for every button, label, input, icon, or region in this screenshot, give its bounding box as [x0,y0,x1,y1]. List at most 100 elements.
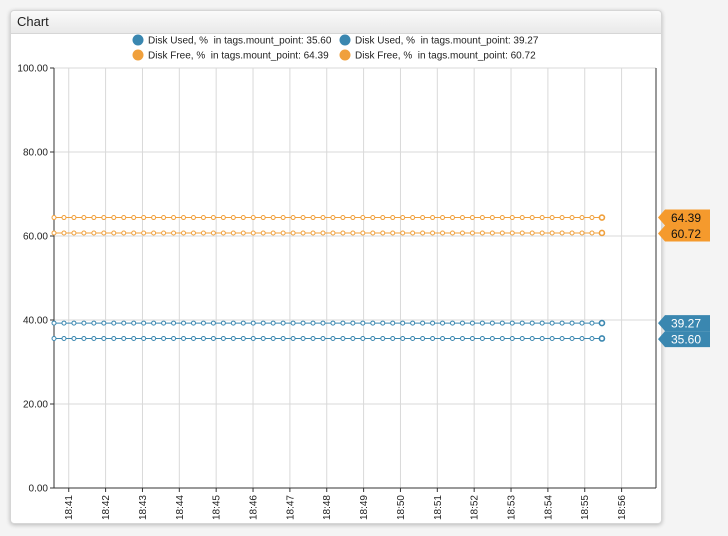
data-point[interactable] [509,230,515,236]
data-point[interactable] [499,215,505,221]
data-point[interactable] [181,215,187,221]
data-point[interactable] [240,230,246,236]
data-point[interactable] [121,230,127,236]
data-point[interactable] [200,215,206,221]
data-point[interactable] [280,215,286,221]
data-point[interactable] [420,335,426,341]
data-point[interactable] [499,335,505,341]
data-point[interactable] [61,320,67,326]
data-point[interactable] [131,335,137,341]
data-point[interactable] [230,230,236,236]
data-point[interactable] [141,215,147,221]
data-point[interactable] [519,335,525,341]
data-point[interactable] [340,215,346,221]
data-point[interactable] [260,335,266,341]
data-point[interactable] [200,335,206,341]
data-point[interactable] [300,230,306,236]
data-point[interactable] [181,230,187,236]
data-point[interactable] [350,320,356,326]
legend-marker[interactable] [132,34,144,46]
data-point[interactable] [440,215,446,221]
data-point[interactable] [410,320,416,326]
data-point[interactable] [390,320,396,326]
data-point[interactable] [489,320,495,326]
data-point[interactable] [310,230,316,236]
data-point[interactable] [290,215,296,221]
data-point[interactable] [190,215,196,221]
data-point[interactable] [559,335,565,341]
data-point[interactable] [430,215,436,221]
data-point[interactable] [370,230,376,236]
data-point[interactable] [330,335,336,341]
data-point[interactable] [598,335,606,342]
data-point[interactable] [380,320,386,326]
data-point[interactable] [519,215,525,221]
data-point[interactable] [330,230,336,236]
data-point[interactable] [360,320,366,326]
data-point[interactable] [270,320,276,326]
data-point[interactable] [370,320,376,326]
data-point[interactable] [450,215,456,221]
data-point[interactable] [509,215,515,221]
data-point[interactable] [400,215,406,221]
data-point[interactable] [440,335,446,341]
data-point[interactable] [509,335,515,341]
data-point[interactable] [479,335,485,341]
data-point[interactable] [440,230,446,236]
data-point[interactable] [400,230,406,236]
data-point[interactable] [320,320,326,326]
data-point[interactable] [81,320,87,326]
data-point[interactable] [151,320,157,326]
data-point[interactable] [290,320,296,326]
data-point[interactable] [111,215,117,221]
data-point[interactable] [410,230,416,236]
data-point[interactable] [489,215,495,221]
data-point[interactable] [370,335,376,341]
data-point[interactable] [51,230,57,236]
legend-marker[interactable] [339,34,351,46]
data-point[interactable] [280,335,286,341]
data-point[interactable] [420,320,426,326]
data-point[interactable] [101,230,107,236]
data-point[interactable] [131,320,137,326]
data-point[interactable] [101,320,107,326]
data-point[interactable] [380,335,386,341]
data-point[interactable] [340,335,346,341]
legend-label[interactable]: Disk Free, % in tags.mount_point: 64.39 [148,51,329,62]
data-point[interactable] [469,230,475,236]
data-point[interactable] [598,229,606,237]
data-point[interactable] [360,215,366,221]
data-point[interactable] [479,320,485,326]
data-point[interactable] [350,335,356,341]
data-point[interactable] [360,335,366,341]
legend-marker[interactable] [339,49,351,61]
data-point[interactable] [539,215,545,221]
data-point[interactable] [420,230,426,236]
data-point[interactable] [91,335,97,341]
data-point[interactable] [489,335,495,341]
data-point[interactable] [270,335,276,341]
data-point[interactable] [559,230,565,236]
data-point[interactable] [559,320,565,326]
data-point[interactable] [71,230,77,236]
data-point[interactable] [350,230,356,236]
data-point[interactable] [81,335,87,341]
data-point[interactable] [400,335,406,341]
data-point[interactable] [81,215,87,221]
data-point[interactable] [450,335,456,341]
data-point[interactable] [210,230,216,236]
data-point[interactable] [300,335,306,341]
data-point[interactable] [181,335,187,341]
data-point[interactable] [469,320,475,326]
data-point[interactable] [300,320,306,326]
data-point[interactable] [171,230,177,236]
data-point[interactable] [250,230,256,236]
data-point[interactable] [509,320,515,326]
data-point[interactable] [539,335,545,341]
data-point[interactable] [260,215,266,221]
data-point[interactable] [579,320,585,326]
data-point[interactable] [200,320,206,326]
data-point[interactable] [101,215,107,221]
data-point[interactable] [71,335,77,341]
data-point[interactable] [589,230,595,236]
